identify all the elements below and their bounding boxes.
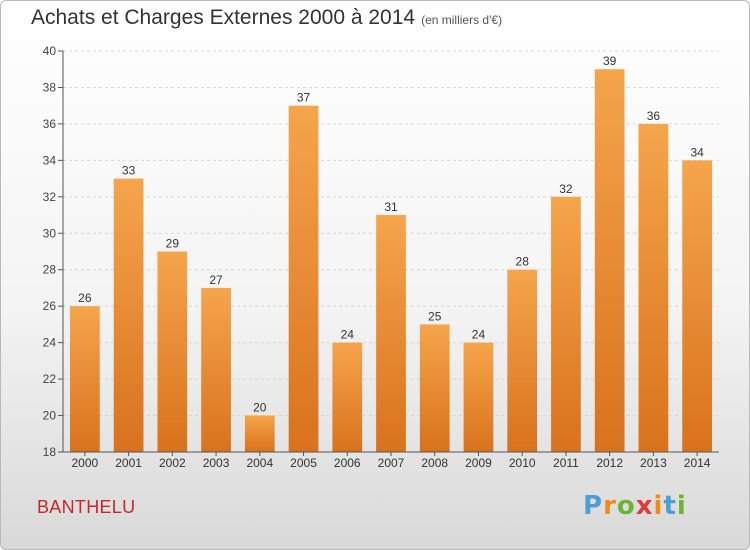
bars: 26 33 29 27 20 37 24 31 25 24 28 32 39 36 34 (69, 54, 713, 453)
data-label: 34 (690, 145, 704, 159)
y-tick-label: 32 (43, 190, 57, 204)
chart-subtitle: (en milliers d'€) (421, 13, 503, 27)
bar (376, 215, 406, 452)
axes: 18 20 22 24 26 28 30 32 34 36 38 40 2000 2001 2002 2003… (43, 44, 719, 470)
y-tick-label: 40 (43, 44, 57, 58)
bar (288, 105, 319, 452)
data-label: 27 (209, 273, 223, 287)
x-tick-label: 2007 (378, 456, 405, 470)
bar (463, 342, 494, 452)
x-tick-label: 2006 (334, 456, 361, 470)
bar (551, 196, 581, 452)
data-label: 33 (122, 164, 136, 178)
logo-letter: r (603, 491, 617, 521)
bar (594, 69, 625, 453)
y-tick-label: 20 (43, 409, 57, 423)
x-tick-label: 2013 (640, 456, 667, 470)
x-tick-label: 2008 (421, 456, 448, 470)
data-label: 36 (647, 109, 661, 123)
x-tick-label: 2014 (684, 456, 711, 470)
proxiti-logo: Proxiti (583, 491, 687, 521)
bar (157, 251, 188, 452)
y-tick-label: 24 (43, 336, 57, 350)
y-tick-label: 26 (43, 299, 57, 313)
logo-letter: i (653, 491, 664, 521)
data-label: 31 (384, 200, 398, 214)
x-tick-label: 2009 (465, 456, 492, 470)
data-label: 24 (472, 328, 486, 342)
data-label: 32 (559, 182, 573, 196)
place-name: BANTHELU (37, 497, 136, 517)
y-tick-label: 30 (43, 226, 57, 240)
data-label: 28 (516, 255, 530, 269)
bar (69, 306, 100, 452)
x-tick-label: 2003 (203, 456, 230, 470)
bar (201, 287, 231, 452)
logo-letter: x (635, 491, 654, 521)
x-tick-label: 2012 (596, 456, 623, 470)
x-tick-label: 2000 (72, 456, 99, 470)
x-tick-label: 2002 (159, 456, 186, 470)
x-tick-label: 2005 (290, 456, 317, 470)
data-label: 20 (253, 401, 267, 415)
bar (113, 178, 144, 452)
bar (244, 415, 275, 452)
y-tick-label: 34 (43, 153, 57, 167)
bar (419, 324, 450, 452)
data-label: 26 (78, 291, 92, 305)
bar (507, 269, 538, 452)
logo-letter: P (583, 491, 604, 521)
title-text: Achats et Charges Externes 2000 à 2014 (31, 6, 416, 29)
x-tick-label: 2010 (509, 456, 536, 470)
data-label: 37 (297, 91, 311, 105)
data-label: 39 (603, 54, 617, 68)
y-tick-label: 28 (43, 263, 57, 277)
data-label: 24 (341, 328, 355, 342)
logo-letter: t (663, 491, 677, 521)
data-label: 25 (428, 309, 442, 323)
chart-title: Achats et Charges Externes 2000 à 2014 (e… (31, 6, 502, 30)
bar (638, 123, 669, 452)
x-tick-label: 2001 (115, 456, 142, 470)
y-tick-label: 18 (43, 445, 57, 459)
logo-letter: i (676, 491, 687, 521)
x-tick-label: 2011 (553, 456, 579, 470)
bar (682, 160, 713, 452)
x-tick-label: 2004 (246, 456, 273, 470)
y-tick-label: 38 (43, 80, 57, 94)
y-tick-label: 22 (43, 372, 57, 386)
y-tick-label: 36 (43, 117, 57, 131)
data-label: 29 (166, 237, 180, 251)
logo-letter: o (616, 491, 636, 521)
bar (332, 342, 363, 452)
